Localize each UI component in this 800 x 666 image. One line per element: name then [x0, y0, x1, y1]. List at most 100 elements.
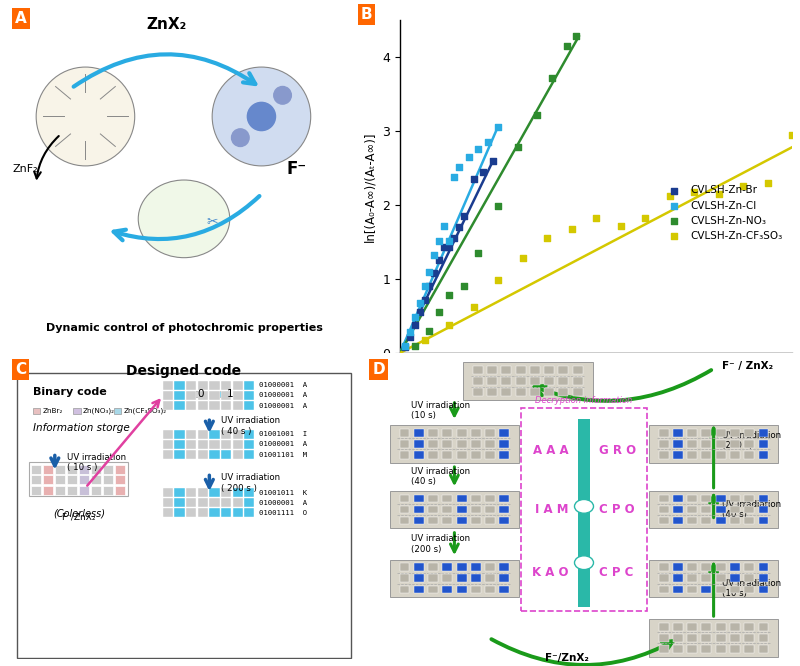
Bar [716, 451, 726, 459]
Bar [673, 451, 683, 459]
Bar [658, 563, 669, 571]
Bar [428, 517, 438, 524]
Bar [716, 429, 726, 437]
Bar [31, 476, 42, 484]
Text: Designed code: Designed code [126, 364, 242, 378]
Bar [233, 488, 242, 497]
Text: UV irradiation
(10 s): UV irradiation (10 s) [411, 401, 470, 420]
Bar [716, 563, 726, 571]
Text: 01001111  O: 01001111 O [259, 509, 307, 515]
Text: 01000001  A: 01000001 A [259, 442, 307, 448]
Text: 01000001  A: 01000001 A [259, 402, 307, 408]
Text: UV irradiation
(200 s): UV irradiation (200 s) [411, 534, 470, 553]
Bar [730, 517, 740, 524]
Bar [702, 575, 711, 582]
Bar [414, 429, 424, 437]
CVLSH-Zn-CF₃SO₃ [467, 302, 480, 312]
Bar [730, 440, 740, 448]
Bar [66, 476, 78, 484]
Bar [744, 634, 754, 641]
Bar [210, 508, 219, 517]
Bar [163, 440, 173, 449]
Bar [198, 401, 208, 410]
Bar [499, 429, 510, 437]
Bar [55, 476, 66, 484]
Bar [658, 440, 669, 448]
FancyBboxPatch shape [522, 408, 646, 611]
Bar [558, 388, 569, 396]
Bar [649, 619, 778, 657]
Bar [174, 381, 185, 390]
Text: Decryption information: Decryption information [535, 396, 633, 405]
Text: B: B [361, 7, 373, 22]
Bar [499, 563, 510, 571]
Bar [487, 366, 497, 374]
Bar [744, 623, 754, 631]
Bar [687, 429, 698, 437]
Bar [78, 476, 90, 484]
Bar [730, 575, 740, 582]
Bar [210, 401, 219, 410]
Bar [487, 378, 497, 385]
Bar [673, 563, 683, 571]
CVLSH-Zn-CF₃SO₃ [418, 334, 431, 345]
Text: Zn(NO₃)₂: Zn(NO₃)₂ [83, 408, 115, 414]
Bar [658, 575, 669, 582]
Bar [673, 429, 683, 437]
Bar [191, 391, 198, 398]
Bar [658, 585, 669, 593]
Bar [658, 505, 669, 513]
Bar [114, 465, 125, 474]
CVLSH-Zn-CF₃SO₃ [614, 220, 627, 231]
Bar [186, 401, 196, 410]
Text: UV irradiation
( 200 s ): UV irradiation ( 200 s ) [221, 474, 280, 493]
Bar [55, 486, 66, 495]
Bar [210, 440, 219, 449]
CVLSH-Zn-Cl [491, 121, 505, 132]
Bar [210, 450, 219, 459]
Bar [716, 495, 726, 502]
CVLSH-Zn-Cl [472, 144, 485, 155]
Bar [485, 563, 495, 571]
Text: A A A: A A A [534, 444, 569, 456]
Bar [174, 430, 185, 439]
Bar [198, 381, 208, 390]
Bar [457, 429, 466, 437]
CVLSH-Zn-Br [438, 242, 450, 252]
Bar [244, 381, 254, 390]
Circle shape [574, 500, 594, 513]
Bar [399, 451, 410, 459]
Bar [730, 645, 740, 653]
Bar [198, 440, 208, 449]
Text: ZnBr₂: ZnBr₂ [42, 408, 63, 414]
Bar [702, 495, 711, 502]
Bar [244, 508, 254, 517]
Bar [414, 585, 424, 593]
Bar [210, 488, 219, 497]
Bar [687, 575, 698, 582]
Bar [544, 366, 554, 374]
Ellipse shape [138, 180, 230, 258]
Bar [499, 575, 510, 582]
Bar [758, 440, 769, 448]
Bar [221, 381, 231, 390]
CVLSH-Zn-CF₃SO₃ [590, 213, 602, 224]
Bar [186, 391, 196, 400]
Text: UV irradiation
( 40 s ): UV irradiation ( 40 s ) [221, 416, 280, 436]
Text: I A M: I A M [535, 503, 569, 516]
Text: UV irradiation
(40 s): UV irradiation (40 s) [722, 500, 782, 519]
Text: UV irradiation
(40 s): UV irradiation (40 s) [411, 467, 470, 486]
Bar [485, 575, 495, 582]
Bar [558, 366, 569, 374]
Bar [702, 645, 711, 653]
CVLSH-Zn-Cl [408, 312, 421, 323]
FancyArrowPatch shape [34, 136, 58, 178]
Bar [186, 508, 196, 517]
Bar [702, 563, 711, 571]
Bar [473, 388, 483, 396]
Bar [687, 517, 698, 524]
Bar [716, 645, 726, 653]
CVLSH-Zn-CF₃SO₃ [663, 190, 676, 201]
Bar [658, 451, 669, 459]
Bar [442, 517, 452, 524]
